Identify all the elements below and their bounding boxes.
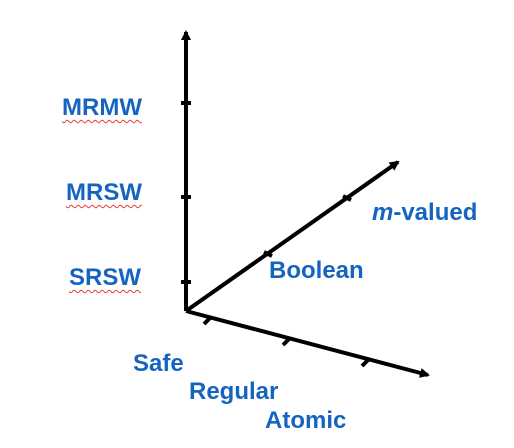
- label-mrsw: MRSW: [66, 179, 142, 206]
- diagonal-tick-boolean: [263, 250, 273, 258]
- label-srsw: SRSW: [69, 264, 141, 291]
- horizontal-tick-safe: [202, 315, 213, 326]
- diagonal-axis-line: [184, 160, 400, 313]
- diagonal-tick-mvalued: [342, 194, 352, 202]
- label-mrmw: MRMW: [62, 94, 142, 121]
- label-m-valued: m-valued: [372, 201, 477, 225]
- label-boolean: Boolean: [269, 257, 364, 284]
- label-valued-suffix: -valued: [393, 199, 478, 226]
- label-regular: Regular: [189, 378, 279, 405]
- label-atomic: Atomic: [265, 407, 347, 434]
- label-m-letter: m: [372, 199, 394, 226]
- horizontal-tick-regular: [281, 336, 292, 347]
- label-safe: Safe: [133, 350, 184, 377]
- horizontal-tick-atomic: [360, 357, 371, 368]
- horizontal-axis-line: [185, 309, 430, 378]
